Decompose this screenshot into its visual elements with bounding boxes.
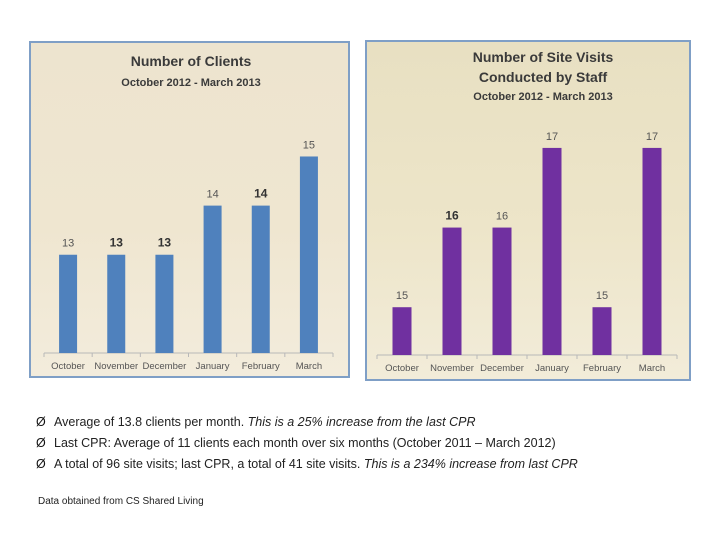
chart2-bar [442,227,462,355]
chart1-data-label: 13 [158,236,172,250]
notes-list: Ø Average of 13.8 clients per month. This… [36,412,716,475]
arrow-bullet-icon: Ø [36,457,46,471]
clients-chart-panel: Number of Clients October 2012 - March 20… [29,41,350,378]
chart2-category-label: March [639,363,665,374]
chart1-category-label: October [51,361,85,372]
clients-bar-chart: Number of Clients October 2012 - March 20… [43,53,334,372]
chart2-bar [542,147,562,355]
chart1-data-label: 14 [206,189,218,201]
chart2-title-line2: Conducted by Staff [479,69,608,85]
chart2-bar [492,227,512,355]
arrow-bullet-icon: Ø [36,436,46,450]
chart1-category-label: March [296,361,322,372]
chart2-bar [392,307,412,355]
chart2-title: Number of Site Visits [473,49,614,65]
chart2-data-label: 17 [646,131,658,143]
chart2-bar [642,147,662,355]
chart2-subtitle: October 2012 - March 2013 [473,91,612,103]
chart2-data-label: 16 [445,209,459,223]
chart2-bar [592,307,612,355]
note-text: Last CPR: Average of 11 clients each mon… [54,436,556,450]
chart1-bar [299,156,318,353]
arrow-bullet-icon: Ø [36,415,46,429]
chart2-data-label: 15 [396,290,408,302]
chart1-category-label: December [143,361,187,372]
chart2-category-label: October [385,363,419,374]
chart1-subtitle: October 2012 - March 2013 [121,77,260,89]
chart1-bar [251,205,270,353]
chart1-category-label: February [242,361,280,372]
site-visits-bar-chart: Number of Site Visits Conducted by Staff O… [376,49,678,374]
chart1-category-label: November [94,361,138,372]
data-source-note: Data obtained from CS Shared Living [38,496,204,507]
note-item: Ø A total of 96 site visits; last CPR, a … [36,454,716,475]
site-visits-chart-panel: Number of Site Visits Conducted by Staff O… [365,40,691,381]
chart1-bar [155,254,174,353]
note-item: Ø Last CPR: Average of 11 clients each mo… [36,433,716,454]
chart1-bar [59,254,78,353]
chart1-bar [107,254,126,353]
note-text: Average of 13.8 clients per month. [54,415,248,429]
note-text: A total of 96 site visits; last CPR, a t… [54,457,364,471]
chart2-category-label: November [430,363,474,374]
chart1-data-label: 14 [254,187,268,201]
chart2-category-label: December [480,363,524,374]
chart2-data-label: 16 [496,211,508,223]
chart2-category-label: February [583,363,621,374]
chart1-title: Number of Clients [131,53,252,69]
note-italic-text: This is a 25% increase from the last CPR [247,415,476,429]
chart2-data-label: 17 [546,131,558,143]
note-italic-text: This is a 234% increase from last CPR [363,457,578,471]
chart1-category-label: January [196,361,230,372]
chart2-data-label: 15 [596,290,608,302]
chart1-bar [203,205,222,353]
note-item: Ø Average of 13.8 clients per month. This… [36,412,716,433]
chart1-data-label: 13 [62,238,74,250]
chart1-data-label: 15 [303,139,315,151]
chart1-data-label: 13 [110,236,124,250]
chart2-category-label: January [535,363,569,374]
